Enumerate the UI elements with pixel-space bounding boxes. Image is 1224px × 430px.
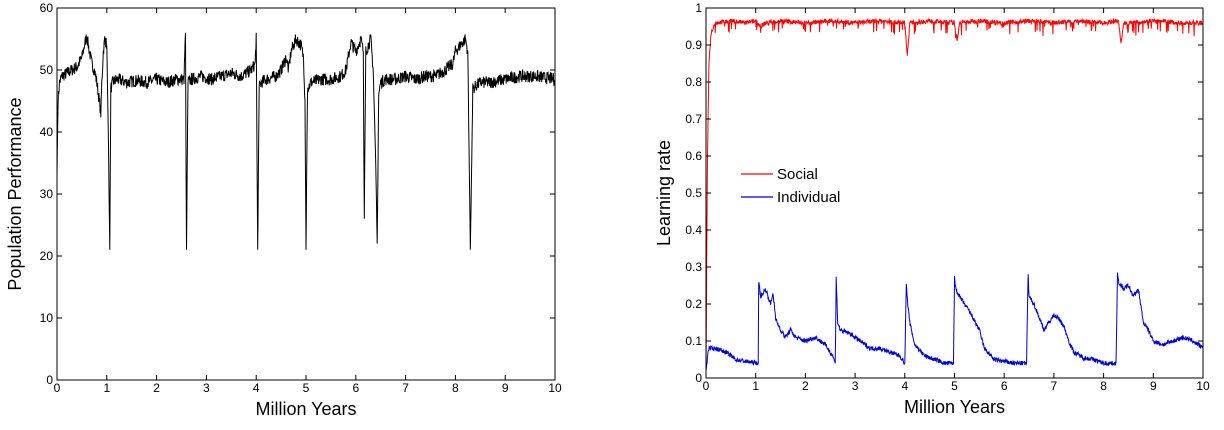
x-tick-label: 2 bbox=[802, 379, 809, 393]
y-tick-label: 60 bbox=[40, 1, 54, 15]
y-axis-label: Learning rate bbox=[654, 140, 674, 246]
x-tick-label: 10 bbox=[548, 381, 562, 395]
x-tick-label: 5 bbox=[303, 381, 310, 395]
y-tick-label: 0.6 bbox=[685, 149, 702, 163]
y-tick-label: 0.4 bbox=[685, 223, 702, 237]
x-tick-label: 1 bbox=[103, 381, 110, 395]
y-tick-label: 0.9 bbox=[685, 38, 702, 52]
series-line-individual bbox=[706, 272, 1203, 371]
legend-label-social: Social bbox=[777, 166, 818, 183]
chart-panel-2: 0 1 2 3 4 5 6 7 8 9 10 0 0.1 0.2 0.3 0.4 0.5 0.6 0.7 0.8 0.9… bbox=[654, 1, 1210, 417]
y-tick-label: 40 bbox=[40, 125, 54, 139]
x-tick-label: 5 bbox=[951, 379, 958, 393]
x-axis-label: Million Years bbox=[255, 399, 356, 419]
y-tick-label: 0.2 bbox=[685, 297, 702, 311]
x-axis-label: Million Years bbox=[904, 397, 1005, 417]
x-tick-label: 2 bbox=[153, 381, 160, 395]
y-tick-label: 1 bbox=[695, 1, 702, 15]
x-tick-label: 4 bbox=[253, 381, 260, 395]
legend-label-individual: Individual bbox=[777, 189, 840, 206]
y-tick-label: 20 bbox=[40, 249, 54, 263]
x-tick-label: 3 bbox=[852, 379, 859, 393]
y-tick-label: 0.1 bbox=[685, 334, 702, 348]
x-tick-label: 6 bbox=[352, 381, 359, 395]
y-tick-label: 0.8 bbox=[685, 75, 702, 89]
y-tick-label: 0.5 bbox=[685, 186, 702, 200]
y-tick-label: 30 bbox=[40, 187, 54, 201]
x-tick-label: 10 bbox=[1196, 379, 1210, 393]
y-tick-label: 10 bbox=[40, 311, 54, 325]
x-tick-label: 7 bbox=[402, 381, 409, 395]
y-tick-label: 0 bbox=[695, 371, 702, 385]
x-tick-label: 1 bbox=[752, 379, 759, 393]
y-axis-label: Population Performance bbox=[5, 97, 25, 290]
x-tick-label: 7 bbox=[1051, 379, 1058, 393]
x-tick-label: 0 bbox=[54, 381, 61, 395]
series-line-social bbox=[706, 17, 1203, 371]
y-tick-label: 0 bbox=[46, 373, 53, 387]
y-tick-label: 0.3 bbox=[685, 260, 702, 274]
x-tick-label: 0 bbox=[703, 379, 710, 393]
y-tick-label: 0.7 bbox=[685, 112, 702, 126]
chart-panel-1: 0 1 2 3 4 5 6 7 8 9 10 0 10 20 30 40 50 60 Million Years Po… bbox=[5, 1, 562, 419]
x-tick-label: 6 bbox=[1001, 379, 1008, 393]
x-tick-label: 4 bbox=[901, 379, 908, 393]
x-tick-label: 9 bbox=[502, 381, 509, 395]
y-tick-label: 50 bbox=[40, 63, 54, 77]
x-tick-label: 9 bbox=[1150, 379, 1157, 393]
series-line-1 bbox=[57, 32, 555, 250]
x-tick-label: 8 bbox=[452, 381, 459, 395]
x-tick-label: 8 bbox=[1100, 379, 1107, 393]
x-tick-label: 3 bbox=[203, 381, 210, 395]
